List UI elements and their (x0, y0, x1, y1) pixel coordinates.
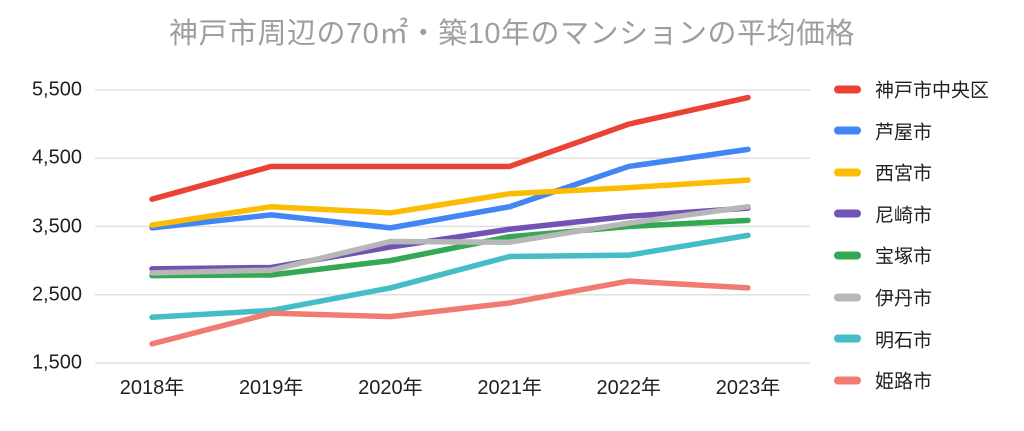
legend-swatch (834, 85, 861, 93)
legend-label: 尼崎市 (875, 205, 933, 227)
chart-title: 神戸市周辺の70㎡・築10年のマンションの平均価格 (168, 18, 855, 50)
series-line-7 (149, 278, 751, 347)
x-tick-label: 2020年 (358, 377, 423, 399)
legend-item: 西宮市 (834, 159, 932, 186)
legend-label: 神戸市中央区 (875, 80, 990, 102)
legend-label: 伊丹市 (875, 288, 933, 310)
legend-item: 伊丹市 (834, 284, 932, 311)
legend-item: 神戸市中央区 (834, 76, 989, 103)
x-tick-label: 2023年 (715, 377, 781, 399)
legend-item: 姫路市 (834, 367, 932, 394)
y-tick-label: 4,500 (31, 146, 82, 169)
legend-swatch (834, 168, 861, 177)
legend-item: 明石市 (834, 325, 932, 352)
x-tick-label: 2021年 (477, 377, 542, 399)
x-tick-label: 2018年 (119, 377, 185, 399)
legend-item: 芦屋市 (834, 117, 932, 144)
series-line-6 (149, 232, 751, 321)
legend-label: 芦屋市 (875, 122, 933, 144)
y-tick-label: 5,500 (31, 78, 82, 101)
legend-swatch (834, 376, 861, 385)
legend-swatch (834, 209, 861, 218)
y-tick-label: 2,500 (31, 283, 82, 306)
x-tick-label: 2022年 (596, 377, 662, 399)
series-line-1 (149, 146, 751, 231)
legend-label: 宝塚市 (875, 246, 933, 268)
x-tick-label: 2019年 (238, 377, 304, 399)
series-line-2 (149, 177, 751, 228)
legend-swatch (834, 126, 861, 135)
legend-label: 明石市 (875, 330, 933, 352)
y-tick-label: 3,500 (31, 215, 82, 237)
legend-label: 姫路市 (875, 371, 933, 393)
legend-label: 西宮市 (875, 163, 933, 185)
y-tick-label: 1,500 (31, 351, 82, 374)
legend-swatch (834, 293, 861, 301)
legend-swatch (834, 334, 861, 343)
legend-item: 尼崎市 (834, 200, 932, 227)
series-line-3 (149, 205, 751, 272)
series-line-4 (149, 217, 751, 279)
series-line-0 (149, 94, 751, 202)
legend-swatch (834, 251, 861, 260)
series-line-5 (149, 203, 751, 276)
legend-item: 宝塚市 (834, 242, 932, 269)
